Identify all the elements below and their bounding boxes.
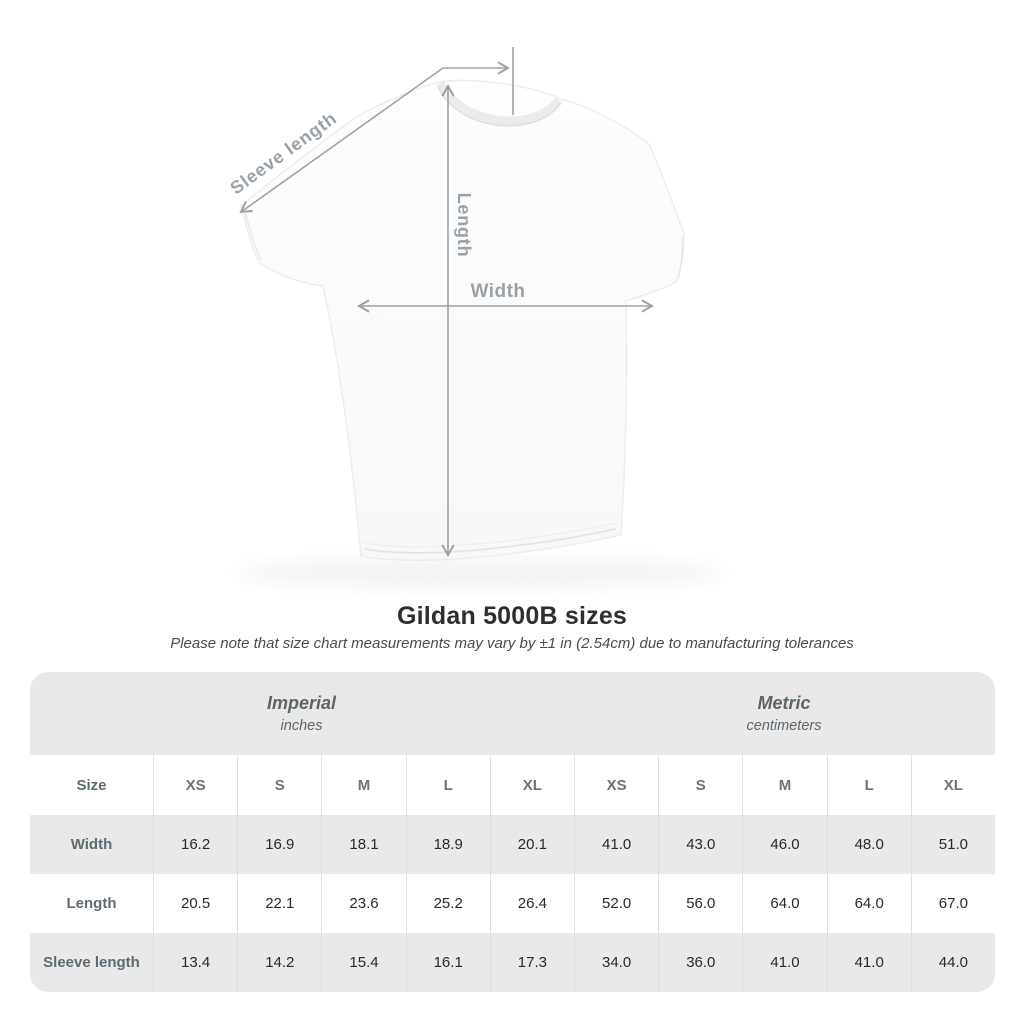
value-cell: 67.0 [910, 874, 995, 933]
value-cell: 15.4 [321, 933, 405, 992]
value-cell: 46.0 [742, 815, 826, 874]
value-cell: 20.5 [153, 874, 237, 933]
value-cell: 16.9 [237, 815, 321, 874]
value-cell: 18.1 [321, 815, 405, 874]
value-cell: 51.0 [910, 815, 995, 874]
metric-subtitle: centimeters [746, 718, 822, 734]
size-column-header: Size [76, 776, 107, 794]
value-cell: 17.3 [489, 933, 574, 992]
metric-header: Metric centimeters [573, 672, 995, 755]
metric-title: Metric [757, 693, 811, 713]
measurement-annotations [239, 47, 655, 558]
value-cell: 64.0 [826, 874, 911, 933]
tolerance-note: Please note that size chart measurements… [170, 635, 854, 652]
size-header-imperial-m: M [321, 755, 405, 815]
value-cell: 64.0 [742, 874, 826, 933]
value-cell: 56.0 [658, 874, 742, 933]
value-cell: 23.6 [321, 874, 405, 933]
tshirt-measurement-diagram: Sleeve length Length Width [226, 47, 725, 588]
value-cell: 16.2 [153, 815, 237, 874]
imperial-subtitle: inches [280, 718, 323, 734]
size-header-imperial-xs: XS [153, 755, 237, 815]
length-label: Length [454, 193, 474, 258]
value-cell: 26.4 [489, 874, 574, 933]
size-header-imperial-s: S [237, 755, 321, 815]
shirt-shadow [235, 558, 725, 588]
size-header-imperial-xl: XL [489, 755, 574, 815]
sleeve-length-arrow [239, 61, 511, 214]
value-cell: 48.0 [826, 815, 911, 874]
page-title: Gildan 5000B sizes [396, 602, 628, 630]
value-cell: 44.0 [910, 933, 995, 992]
value-cell: 16.1 [405, 933, 490, 992]
value-cell: 36.0 [658, 933, 742, 992]
size-header-metric-xs: XS [573, 755, 658, 815]
value-cell: 52.0 [573, 874, 658, 933]
value-cell: 34.0 [573, 933, 658, 992]
value-cell: 22.1 [237, 874, 321, 933]
row-label-sleeve-length: Sleeve length [43, 954, 140, 971]
size-header-metric-xl: XL [910, 755, 995, 815]
width-label: Width [470, 281, 525, 302]
value-cell: 41.0 [742, 933, 826, 992]
imperial-header: Imperial inches [30, 672, 573, 755]
imperial-title: Imperial [266, 693, 337, 713]
value-cell: 41.0 [573, 815, 658, 874]
table-row-sleeve-length: Sleeve length 13.4 14.2 15.4 16.1 17.3 3… [30, 933, 995, 992]
table-row-length: Length 20.5 22.1 23.6 25.2 26.4 52.0 56.… [30, 874, 995, 933]
size-header-metric-s: S [658, 755, 742, 815]
size-table: Imperial inches Metric centimeters Size … [30, 672, 995, 992]
value-cell: 13.4 [153, 933, 237, 992]
value-cell: 25.2 [405, 874, 490, 933]
value-cell: 14.2 [237, 933, 321, 992]
table-row-width: Width 16.2 16.9 18.1 18.9 20.1 41.0 43.0… [30, 815, 995, 874]
size-header-metric-l: L [826, 755, 911, 815]
unit-header-band: Imperial inches Metric centimeters [30, 672, 995, 755]
row-label-width: Width [70, 836, 113, 853]
value-cell: 18.9 [405, 815, 490, 874]
value-cell: 43.0 [658, 815, 742, 874]
value-cell: 41.0 [826, 933, 911, 992]
tshirt-image [240, 79, 685, 561]
size-header-row: Size XS S M L XL XS S M L XL [30, 755, 995, 815]
row-label-length: Length [66, 895, 117, 912]
size-header-imperial-l: L [405, 755, 490, 815]
value-cell: 20.1 [489, 815, 574, 874]
size-header-metric-m: M [742, 755, 826, 815]
